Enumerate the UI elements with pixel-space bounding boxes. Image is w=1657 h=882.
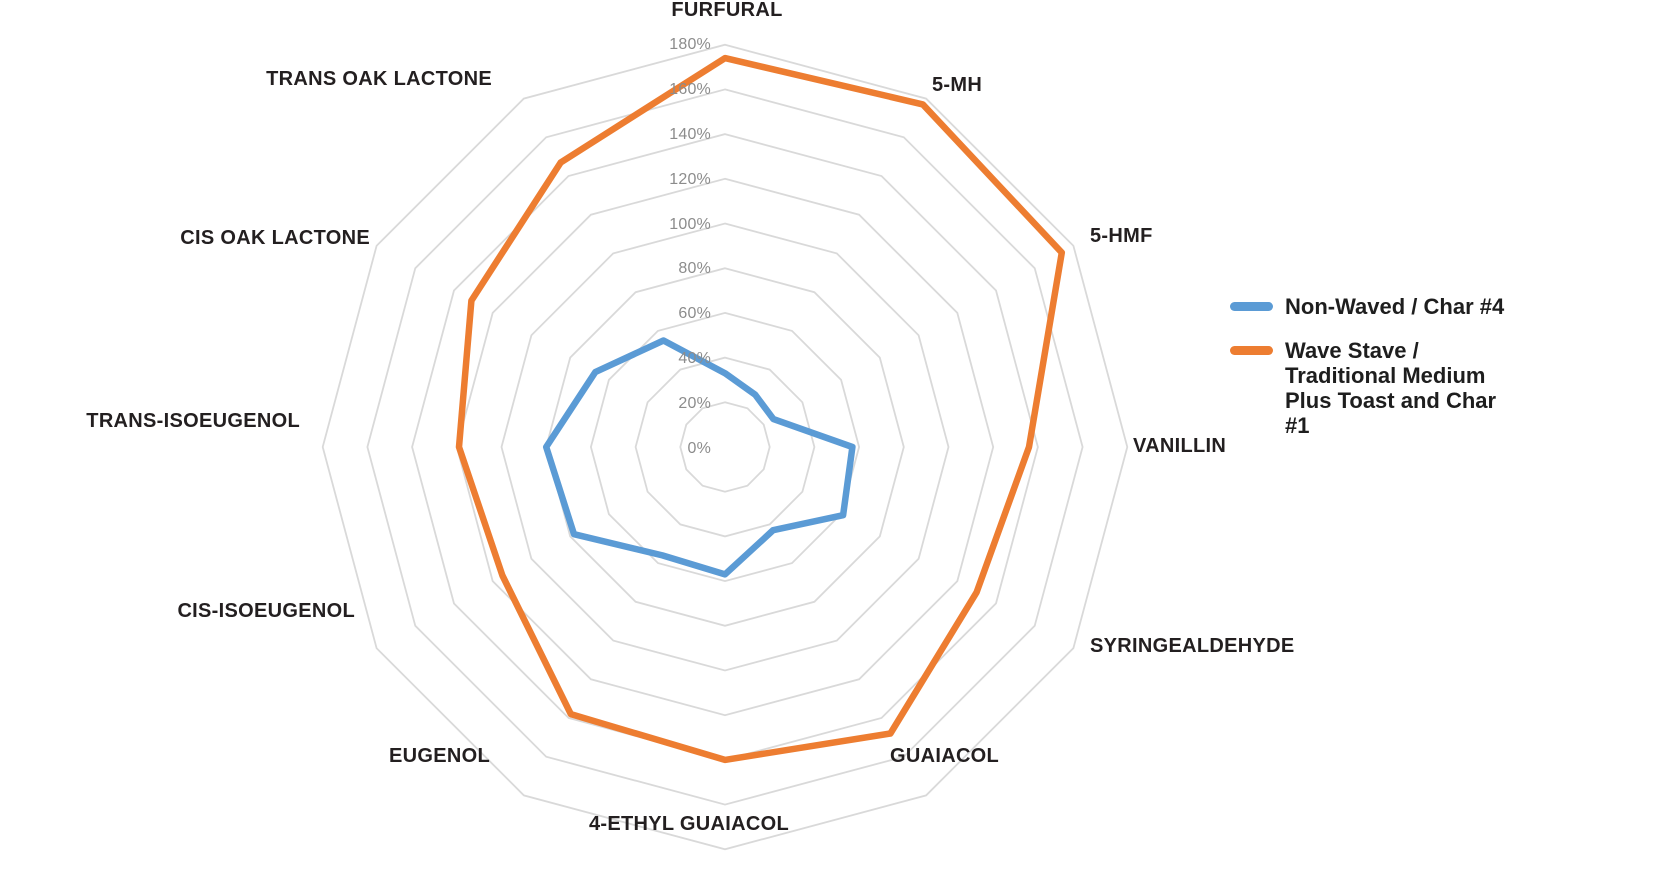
grid-ring-40 bbox=[634, 356, 816, 538]
category-label-4-ethyl-guaiacol: 4-ETHYL GUAIACOL bbox=[589, 813, 789, 835]
category-label-vanillin: VANILLIN bbox=[1133, 435, 1227, 457]
category-label-trans-isoeugenol: TRANS-ISOEUGENOL bbox=[86, 410, 300, 432]
category-label-furfural: FURFURAL bbox=[671, 0, 783, 21]
category-label-guaiacol: GUAIACOL bbox=[890, 745, 1000, 767]
category-label-eugenol: EUGENOL bbox=[389, 745, 490, 767]
tick-label-180: 180% bbox=[669, 35, 711, 53]
tick-label-40: 40% bbox=[678, 350, 711, 368]
tick-label-80: 80% bbox=[678, 260, 711, 278]
grid-ring-180 bbox=[321, 43, 1129, 851]
tick-label-100: 100% bbox=[669, 215, 711, 233]
grid-ring-80 bbox=[545, 267, 905, 627]
category-label-trans-oak-lactone: TRANS OAK LACTONE bbox=[266, 68, 492, 90]
legend-item-non-waved: Non-Waved / Char #4 bbox=[1230, 294, 1520, 319]
tick-label-0: 0% bbox=[687, 440, 711, 457]
category-label-cis-oak-lactone: CIS OAK LACTONE bbox=[180, 227, 370, 249]
grid-ring-100 bbox=[500, 222, 950, 672]
grid-ring-140 bbox=[411, 133, 1039, 761]
legend: Non-Waved / Char #4 Wave Stave / Traditi… bbox=[1230, 294, 1520, 438]
tick-label-160: 160% bbox=[669, 80, 711, 98]
series-polygon-non-waved-char-4 bbox=[542, 337, 856, 578]
legend-item-wave-stave: Wave Stave / Traditional Medium Plus Toa… bbox=[1230, 338, 1520, 438]
category-label-syringealdehyde: SYRINGEALDEHYDE bbox=[1090, 635, 1295, 657]
tick-label-140: 140% bbox=[669, 125, 711, 143]
tick-label-20: 20% bbox=[678, 395, 711, 413]
grid-ring-120 bbox=[455, 177, 995, 717]
tick-label-120: 120% bbox=[669, 170, 711, 188]
series-polygon-wave-stave-traditional-medium- bbox=[455, 54, 1066, 764]
grid-ring-20 bbox=[679, 401, 771, 493]
tick-label-60: 60% bbox=[678, 305, 711, 323]
grid-ring-160 bbox=[366, 88, 1084, 806]
legend-swatch-non-waved-icon bbox=[1230, 302, 1273, 311]
legend-swatch-wave-stave-icon bbox=[1230, 346, 1273, 355]
category-label-cis-isoeugenol: CIS-ISOEUGENOL bbox=[177, 600, 355, 622]
category-label-5-hmf: 5-HMF bbox=[1090, 225, 1153, 247]
legend-label-non-waved: Non-Waved / Char #4 bbox=[1285, 294, 1505, 319]
grid-ring-60 bbox=[589, 311, 861, 583]
category-label-5-mh: 5-MH bbox=[932, 74, 983, 96]
legend-label-wave-stave: Wave Stave / Traditional Medium Plus Toa… bbox=[1285, 338, 1497, 438]
